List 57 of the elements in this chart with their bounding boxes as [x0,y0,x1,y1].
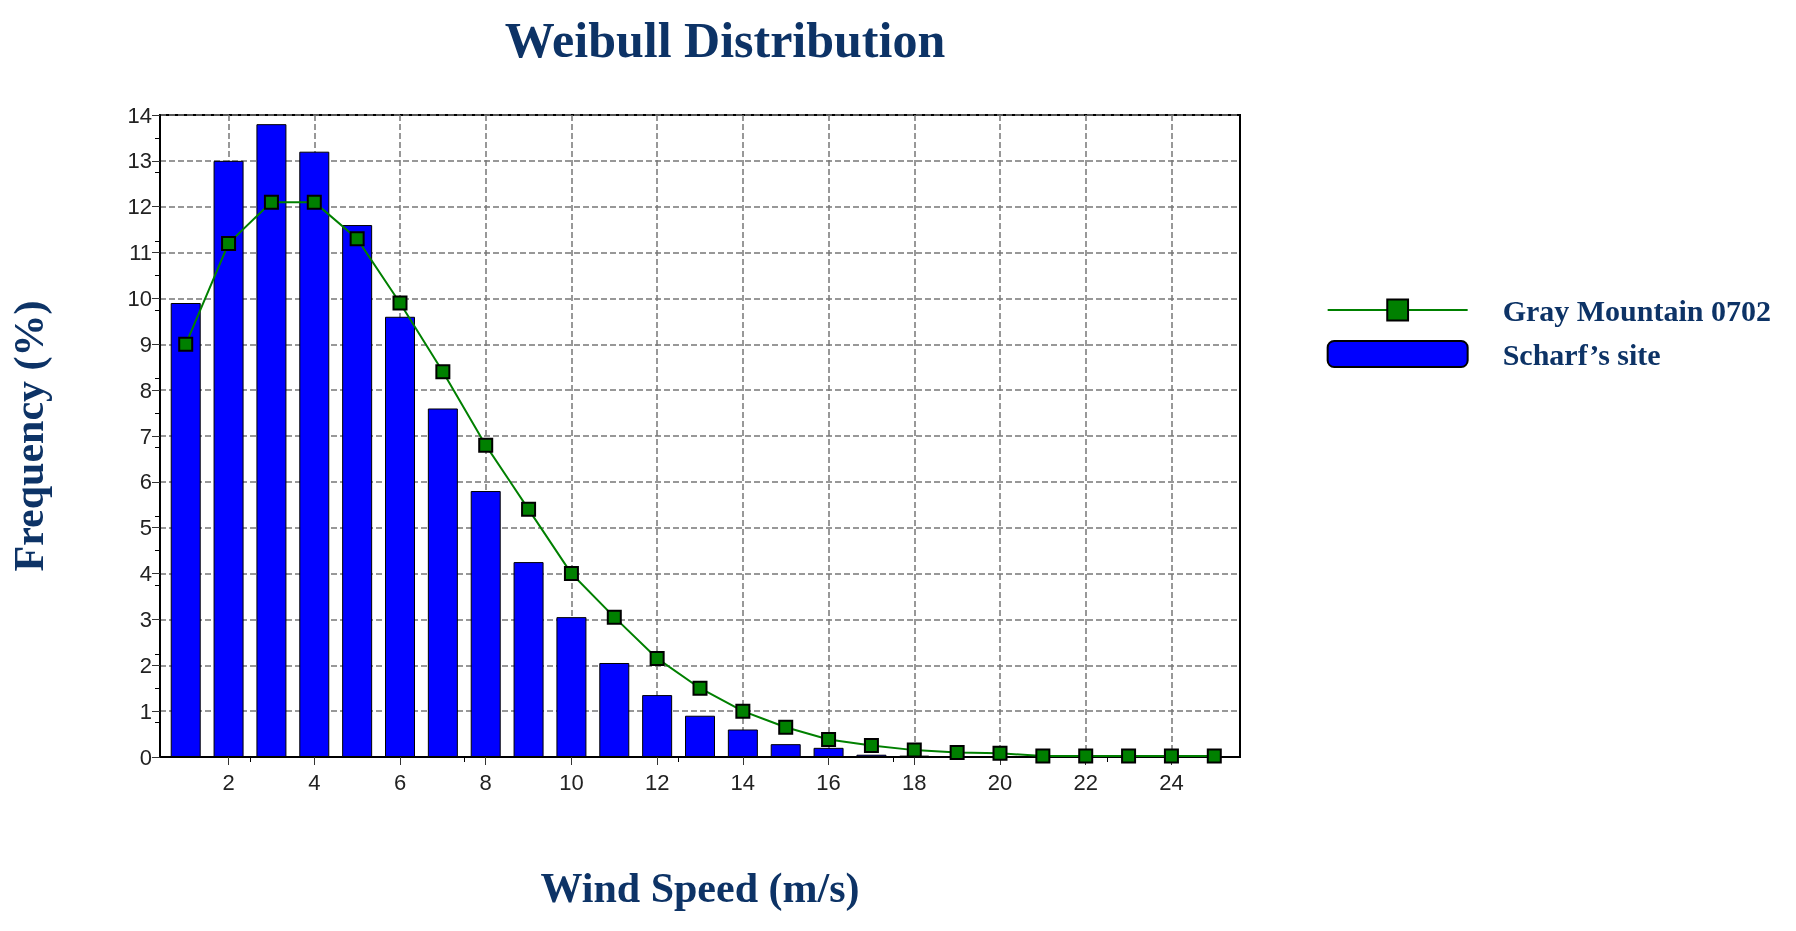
y-tick-label: 2 [139,652,152,678]
point [221,235,237,251]
x-axis-title: Wind Speed (m/s) [540,865,860,912]
point [735,703,751,719]
point [1078,748,1094,764]
y-tick-label: 9 [139,331,152,357]
y-tick-label: 11 [129,240,152,266]
point [863,738,879,754]
x-tick-label: 12 [644,769,670,795]
point [606,609,622,625]
point [1121,748,1137,764]
legend-label: Gray Mountain 0702 [1502,293,1772,327]
y-axis-title: Frequency (%) [6,300,53,572]
x-tick-label: 2 [222,769,235,795]
point [178,336,194,352]
y-tick-label: 4 [139,561,152,587]
y-tick-label: 13 [127,148,152,174]
y-tick-label: 1 [139,698,152,724]
point [821,732,837,748]
y-tick-label: 12 [127,194,152,220]
y-tick-label: 5 [139,515,152,541]
x-tick-label: 24 [1159,769,1184,795]
x-tick-label: 8 [479,769,492,795]
y-tick-label: 14 [127,102,152,128]
point [349,231,365,247]
point [692,680,708,696]
x-tick-label: 16 [816,769,841,795]
y-tick-label: 6 [139,469,152,495]
point [1206,748,1222,764]
point [435,364,451,380]
x-tick-label: 6 [393,769,407,795]
point [392,295,408,311]
y-tick-label: 10 [127,285,152,311]
point [949,744,965,760]
y-tick-label: 8 [139,377,152,403]
x-tick-label: 20 [987,769,1013,795]
point [906,742,922,758]
point [478,437,494,453]
point [1163,748,1179,764]
x-tick-label: 4 [308,769,321,795]
point [992,745,1008,761]
point [263,194,279,210]
point [649,650,665,666]
point [306,194,322,210]
point [521,501,537,517]
point [778,719,794,735]
y-tick-label: 7 [139,423,152,449]
x-tick-label: 22 [1073,769,1098,795]
x-tick-label: 18 [902,769,927,795]
point [563,566,579,582]
x-tick-label: 14 [730,769,756,795]
x-tick-label: 10 [559,769,584,795]
y-tick-label: 0 [139,744,152,770]
point [1035,748,1051,764]
legend-label: Scharf’s site [1502,337,1661,371]
y-tick-label: 3 [139,606,152,632]
chart-title: Weibull Distribution [504,12,946,68]
